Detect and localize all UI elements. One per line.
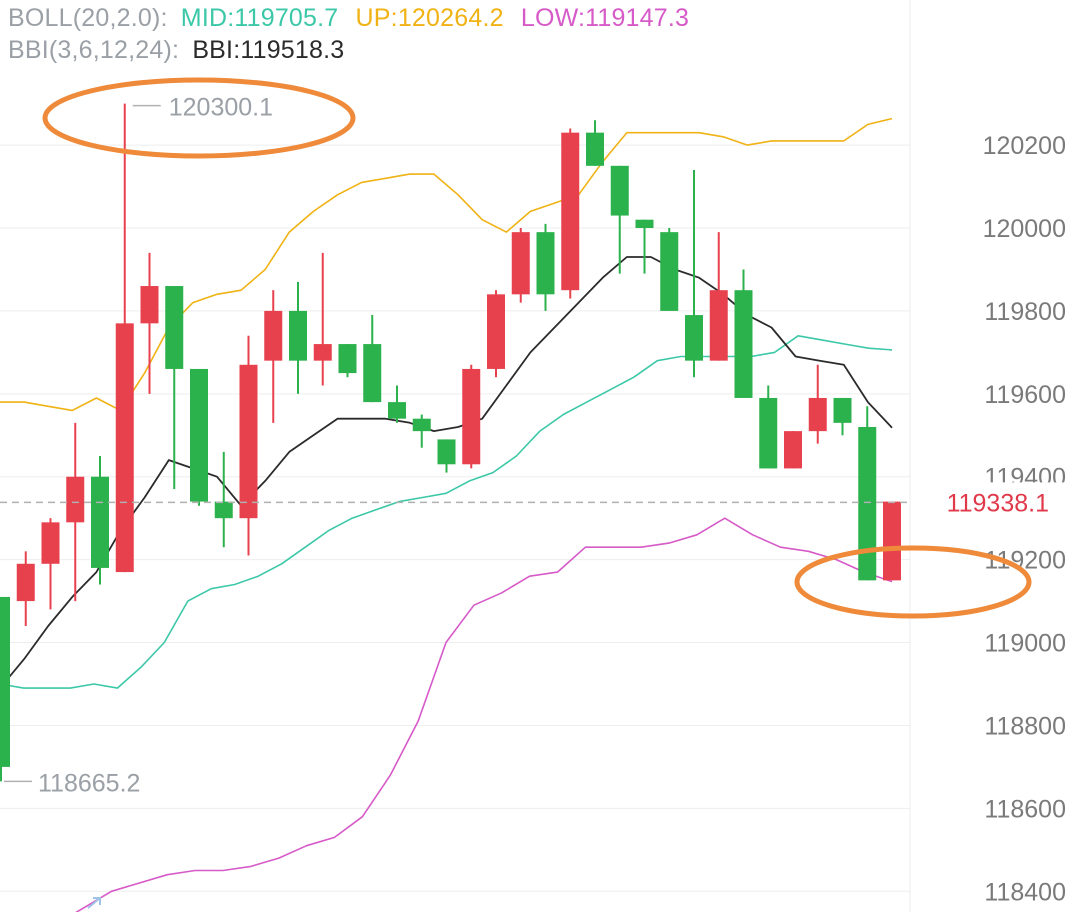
high-marker-label: 120300.1 — [169, 94, 273, 122]
candle-body — [784, 431, 802, 469]
boll-legend-label: BOLL(20,2.0): — [8, 4, 168, 32]
y-tick-label: 118600 — [984, 795, 1066, 823]
candle-body — [511, 232, 530, 295]
candle-body — [91, 476, 109, 568]
highlight-circle-low — [794, 545, 1032, 619]
boll-legend: BOLL(20,2.0): MID:119705.7 UP:120264.2 L… — [8, 4, 699, 33]
candle-body — [660, 232, 679, 311]
candle-body — [289, 310, 307, 361]
boll-low-value: LOW:119147.3 — [520, 4, 690, 32]
candle-body — [41, 522, 60, 564]
candle-body — [808, 397, 827, 432]
annotations — [42, 77, 1032, 909]
y-tick-label: 119600 — [984, 381, 1066, 409]
y-tick-label: 119000 — [984, 630, 1066, 658]
boll-mid-value: MID:119705.7 — [180, 4, 339, 32]
y-tick-label: 120200 — [983, 132, 1066, 160]
candle-body — [437, 439, 456, 465]
candle-body — [140, 286, 159, 324]
candle-body — [363, 344, 382, 403]
lower-line — [75, 517, 893, 912]
expand-arrow-icon — [87, 897, 101, 909]
y-tick-label: 119800 — [984, 298, 1066, 326]
candle-body — [462, 368, 481, 465]
y-axis: 1202001200001198001196001194001192001190… — [983, 132, 1066, 906]
bbi-legend: BBI(3,6,12,24): BBI:119518.3 — [8, 36, 354, 65]
low-marker-label: 118665.2 — [38, 769, 140, 797]
y-tick-label: 118400 — [984, 878, 1066, 906]
highlight-circle-high — [42, 77, 356, 159]
candle-body — [239, 364, 258, 519]
candle-body — [412, 418, 431, 432]
candle-body — [115, 323, 134, 573]
candle-body — [487, 294, 505, 369]
y-tick-label: 118800 — [984, 712, 1066, 740]
candle-body — [858, 426, 877, 581]
candle-body — [883, 501, 901, 581]
current-price-label: 119338.1 — [947, 489, 1049, 517]
bbi-value: BBI:119518.3 — [192, 36, 345, 64]
candle-body — [0, 596, 10, 767]
current-price-tag-bg — [922, 482, 1080, 523]
candle-body — [190, 368, 208, 502]
candle-body — [734, 290, 753, 398]
candle-body — [759, 397, 778, 469]
candle-body — [66, 476, 85, 523]
boll-up-value: UP:120264.2 — [355, 4, 504, 32]
candle-body — [313, 344, 332, 361]
candle-body — [536, 232, 555, 295]
candle-body — [635, 219, 654, 228]
candle-body — [610, 165, 629, 216]
candle-body — [388, 402, 406, 419]
candle-body — [264, 310, 283, 361]
candle-body — [709, 290, 728, 361]
candle-body — [685, 315, 703, 361]
bbi-legend-label: BBI(3,6,12,24): — [8, 36, 180, 64]
candle-body — [833, 397, 852, 423]
candle-body — [561, 132, 580, 291]
candle-body — [338, 344, 357, 374]
candle-body — [16, 563, 35, 602]
y-tick-label: 120000 — [983, 215, 1066, 243]
markers: 119338.1 120300.1 118665.2 — [0, 94, 1080, 797]
candle-body — [586, 132, 604, 166]
candles — [0, 103, 901, 782]
upper-line — [0, 117, 893, 412]
candle-body — [214, 501, 233, 519]
candle-body — [165, 286, 184, 369]
